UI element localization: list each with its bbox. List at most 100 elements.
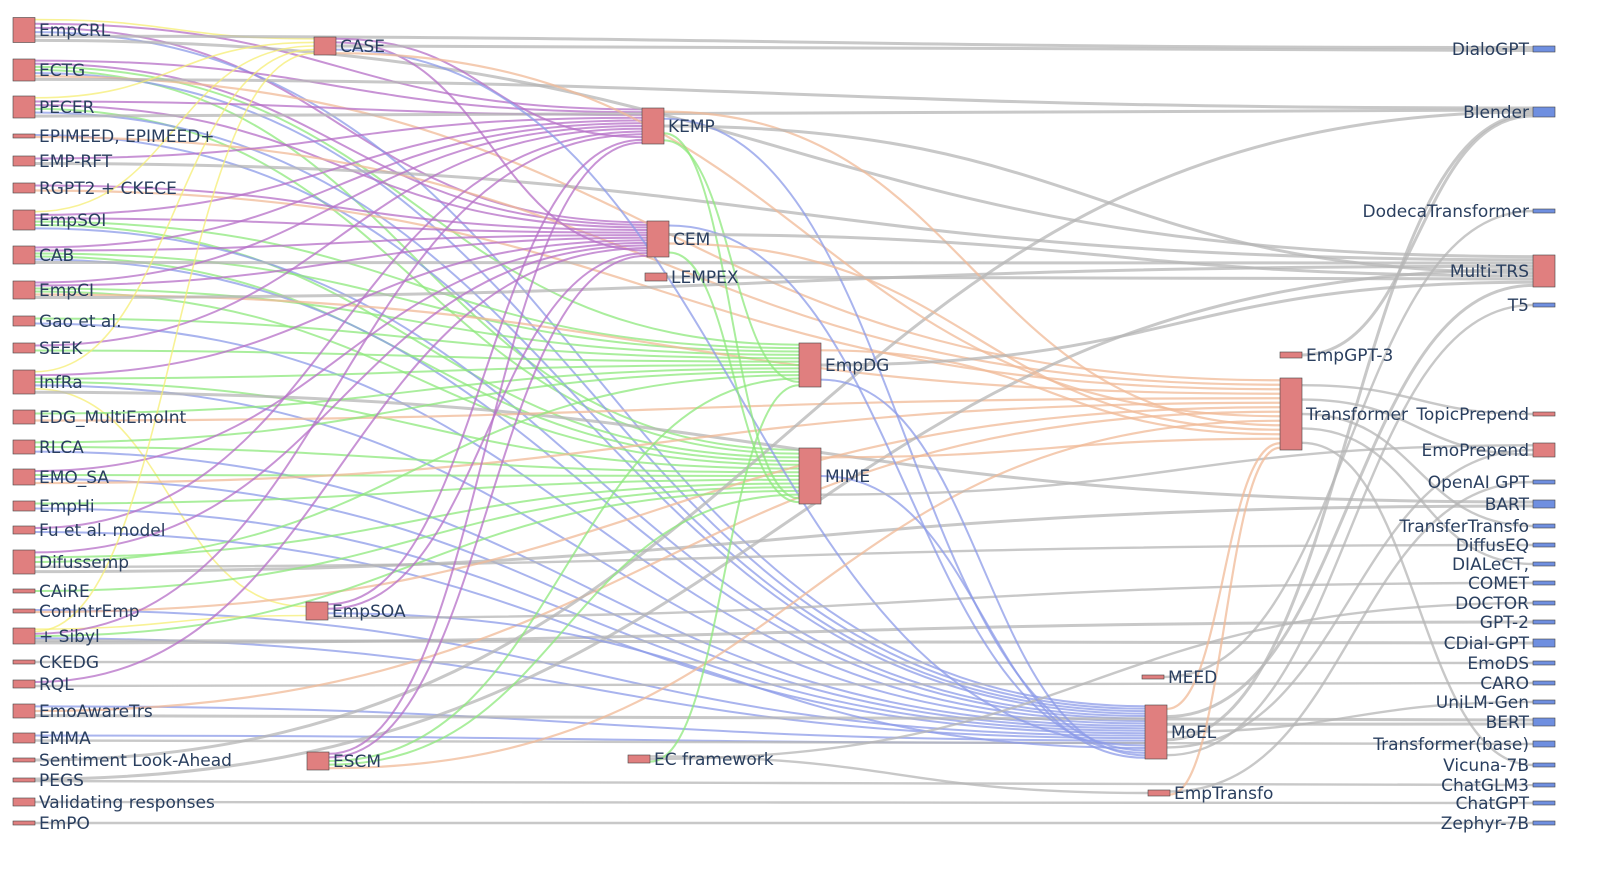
node-bar-CAiRE[interactable] (13, 589, 35, 593)
node-bar-ChatGPT[interactable] (1533, 801, 1555, 805)
node-EmoPrepend[interactable]: EmoPrepend (1421, 441, 1555, 461)
node-CAB[interactable]: CAB (13, 246, 74, 266)
node-bar-EmpDG[interactable] (799, 343, 821, 387)
node-bar-MoEL[interactable] (1145, 705, 1167, 759)
node-CARO[interactable]: CARO (1480, 674, 1555, 694)
node-DOCTOR[interactable]: DOCTOR (1455, 594, 1555, 614)
node-bar-MultiTRS[interactable] (1533, 255, 1555, 287)
node-EDG[interactable]: EDG_MultiEmoInt (13, 408, 187, 428)
node-bar-PEGS[interactable] (13, 778, 35, 782)
node-bar-Blender[interactable] (1533, 107, 1555, 117)
node-bar-EmpCI[interactable] (13, 281, 35, 299)
node-DialoGPT[interactable]: DialoGPT (1452, 40, 1555, 60)
node-bar-CKEDG[interactable] (13, 660, 35, 664)
node-RGPT2[interactable]: RGPT2 + CKECE (13, 179, 177, 199)
node-EmpSOA[interactable]: EmpSOA (306, 602, 406, 622)
node-bar-ValResp[interactable] (13, 798, 35, 806)
node-Dodeca[interactable]: DodecaTransformer (1362, 202, 1555, 222)
node-Vicuna[interactable]: Vicuna-7B (1443, 756, 1555, 776)
node-bar-BERT[interactable] (1533, 718, 1555, 726)
node-bar-EmpCRL[interactable] (13, 18, 35, 43)
node-bar-T5[interactable] (1533, 303, 1555, 307)
node-TransformerBase[interactable]: Transformer(base) (1372, 735, 1555, 755)
node-bar-Dodeca[interactable] (1533, 209, 1555, 213)
node-CDialGPT[interactable]: CDial-GPT (1444, 634, 1555, 654)
node-bar-EmoPrepend[interactable] (1533, 443, 1555, 457)
node-BART[interactable]: BART (1485, 495, 1555, 515)
node-bar-ConIntrEmp[interactable] (13, 609, 35, 613)
node-DiffusEQ[interactable]: DiffusEQ (1456, 536, 1555, 556)
node-Fu[interactable]: Fu et al. model (13, 521, 165, 541)
node-bar-Difussemp[interactable] (13, 550, 35, 574)
node-BERT[interactable]: BERT (1486, 713, 1555, 733)
node-bar-CARO[interactable] (1533, 681, 1555, 685)
node-bar-DOCTOR[interactable] (1533, 601, 1555, 605)
node-bar-EmpTransfo[interactable] (1148, 790, 1170, 796)
node-EmoAwareTrs[interactable]: EmoAwareTrs (13, 702, 153, 722)
node-EmpCI[interactable]: EmpCI (13, 281, 94, 301)
node-bar-SEEK[interactable] (13, 343, 35, 353)
node-bar-Zephyr[interactable] (1533, 821, 1555, 825)
node-EMOSA[interactable]: EMO_SA (13, 468, 109, 488)
node-RLCA[interactable]: RLCA (13, 438, 84, 458)
node-bar-RQL[interactable] (13, 680, 35, 688)
node-EmPO[interactable]: EmPO (13, 814, 90, 834)
node-EmpGPT3[interactable]: EmpGPT-3 (1280, 346, 1393, 366)
node-bar-Vicuna[interactable] (1533, 763, 1555, 767)
node-bar-MIME[interactable] (799, 448, 821, 504)
node-bar-LEMPEX[interactable] (645, 273, 667, 281)
node-UniLMGen[interactable]: UniLM-Gen (1436, 693, 1555, 713)
node-bar-DiffusEQ[interactable] (1533, 543, 1555, 547)
node-bar-InfRa[interactable] (13, 370, 35, 394)
node-bar-EmoAwareTrs[interactable] (13, 704, 35, 718)
node-GPT2[interactable]: GPT-2 (1480, 613, 1555, 633)
node-bar-SLA[interactable] (13, 758, 35, 762)
node-bar-EmpSOI[interactable] (13, 210, 35, 230)
node-bar-RGPT2[interactable] (13, 183, 35, 193)
node-ESCM[interactable]: ESCM (307, 752, 381, 772)
node-ECframework[interactable]: EC framework (628, 750, 774, 770)
node-ValResp[interactable]: Validating responses (13, 793, 215, 813)
node-ConIntrEmp[interactable]: ConIntrEmp (13, 602, 140, 622)
node-CAiRE[interactable]: CAiRE (13, 582, 90, 602)
node-ECTG[interactable]: ECTG (13, 59, 85, 81)
node-MEED[interactable]: MEED (1142, 668, 1217, 688)
node-bar-TopicPrepend[interactable] (1533, 412, 1555, 416)
node-bar-Fu[interactable] (13, 526, 35, 534)
node-bar-GPT2[interactable] (1533, 620, 1555, 624)
node-ChatGLM3[interactable]: ChatGLM3 (1441, 776, 1555, 796)
node-bar-EDG[interactable] (13, 410, 35, 424)
node-bar-MEED[interactable] (1142, 675, 1164, 679)
node-EmpTransfo[interactable]: EmpTransfo (1148, 784, 1273, 804)
node-bar-EmpHi[interactable] (13, 501, 35, 511)
node-bar-CDialGPT[interactable] (1533, 639, 1555, 647)
node-COMET[interactable]: COMET (1468, 574, 1555, 594)
node-EmpCRL[interactable]: EmpCRL (13, 18, 111, 43)
node-LEMPEX[interactable]: LEMPEX (645, 268, 739, 288)
node-TopicPrepend[interactable]: TopicPrepend (1415, 405, 1555, 425)
node-PECER[interactable]: PECER (13, 96, 95, 118)
node-MoEL[interactable]: MoEL (1145, 705, 1217, 759)
node-bar-EmPO[interactable] (13, 821, 35, 825)
node-SLA[interactable]: Sentiment Look-Ahead (13, 751, 232, 771)
node-bar-UniLMGen[interactable] (1533, 700, 1555, 704)
node-bar-ECframework[interactable] (628, 755, 650, 763)
node-bar-OpenAIGPT[interactable] (1533, 480, 1555, 484)
node-bar-ESCM[interactable] (307, 752, 329, 770)
node-bar-EmoDS[interactable] (1533, 661, 1555, 665)
node-bar-PECER[interactable] (13, 96, 35, 118)
node-bar-Sibyl[interactable] (13, 628, 35, 644)
node-PEGS[interactable]: PEGS (13, 771, 84, 791)
node-EmpSOI[interactable]: EmpSOI (13, 210, 106, 231)
node-CASE[interactable]: CASE (314, 37, 385, 57)
node-EMMA[interactable]: EMMA (13, 729, 91, 749)
node-bar-EMMA[interactable] (13, 733, 35, 743)
node-CKEDG[interactable]: CKEDG (13, 653, 99, 673)
node-OpenAIGPT[interactable]: OpenAI GPT (1428, 473, 1555, 493)
node-bar-EMPRFT[interactable] (13, 156, 35, 166)
node-bar-ChatGLM3[interactable] (1533, 783, 1555, 787)
node-Sibyl[interactable]: + Sibyl (13, 627, 100, 647)
node-EmoDS[interactable]: EmoDS (1467, 654, 1555, 674)
node-bar-ECTG[interactable] (13, 59, 35, 81)
node-bar-TransferTransfo[interactable] (1533, 524, 1555, 528)
